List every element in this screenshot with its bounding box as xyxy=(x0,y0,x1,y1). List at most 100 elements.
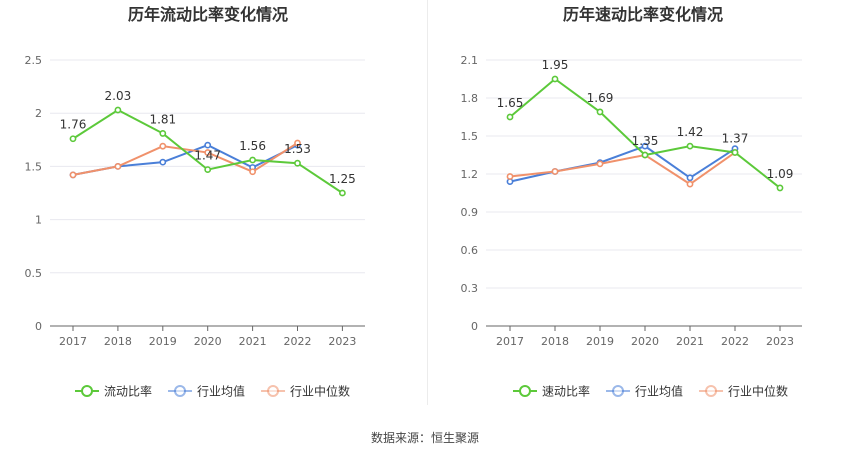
y-tick-label: 2 xyxy=(35,107,42,120)
data-point xyxy=(204,166,212,173)
data-point xyxy=(551,75,559,83)
x-tick-label: 2017 xyxy=(59,335,87,348)
data-point xyxy=(204,141,212,149)
x-tick-label: 2017 xyxy=(496,335,524,348)
data-point xyxy=(249,168,256,176)
data-label: 1.56 xyxy=(239,139,266,153)
y-tick-label: 0 xyxy=(35,320,42,333)
y-tick-label: 0 xyxy=(471,320,478,333)
data-label: 1.81 xyxy=(149,112,176,126)
y-tick-label: 0.6 xyxy=(461,244,479,257)
data-point xyxy=(69,171,77,179)
x-tick-label: 2021 xyxy=(239,335,267,348)
y-tick-label: 0.5 xyxy=(25,267,43,280)
chart-title: 历年速动比率变化情况 xyxy=(563,5,723,24)
data-point xyxy=(686,174,694,182)
data-point xyxy=(159,158,167,166)
data-point xyxy=(551,168,559,175)
series-2 xyxy=(506,142,739,185)
data-label: 1.37 xyxy=(722,131,749,145)
data-label: 1.69 xyxy=(587,91,614,105)
legend-label: 行业中位数 xyxy=(728,384,788,399)
data-source-note: 数据来源：恒生聚源 xyxy=(370,431,479,445)
legend-item: 流动比率 xyxy=(75,384,152,399)
data-point xyxy=(596,108,604,116)
legend-item: 行业中位数 xyxy=(261,384,350,399)
legend-label: 行业均值 xyxy=(635,384,683,399)
data-label: 1.35 xyxy=(632,134,659,148)
data-point xyxy=(69,135,77,143)
x-tick-label: 2022 xyxy=(721,335,749,348)
legend-swatch-marker xyxy=(612,385,625,397)
series-line xyxy=(72,142,299,176)
legend-swatch-marker xyxy=(519,385,531,397)
data-point xyxy=(159,130,167,137)
x-tick-label: 2020 xyxy=(194,335,222,348)
data-label: 1.47 xyxy=(194,149,221,163)
data-point xyxy=(641,151,649,159)
data-point xyxy=(506,113,514,121)
data-point xyxy=(776,184,784,192)
data-label: 1.65 xyxy=(497,96,524,110)
legend-label: 行业中位数 xyxy=(290,384,350,399)
series-1 xyxy=(506,75,784,192)
data-point xyxy=(596,160,604,168)
data-point xyxy=(114,106,122,114)
y-tick-label: 1 xyxy=(35,214,42,227)
panel-divider xyxy=(427,0,428,405)
data-point xyxy=(294,139,301,147)
legend-swatch-marker xyxy=(81,385,93,397)
x-tick-label: 2019 xyxy=(149,335,177,348)
data-label: 1.53 xyxy=(284,142,311,156)
legend-label: 速动比率 xyxy=(542,384,590,399)
x-tick-label: 2018 xyxy=(541,335,569,348)
y-tick-label: 0.9 xyxy=(461,206,479,219)
legend-label: 流动比率 xyxy=(104,384,152,399)
data-point xyxy=(641,142,649,150)
x-tick-label: 2023 xyxy=(766,335,794,348)
series-3 xyxy=(69,139,301,179)
data-point xyxy=(686,180,694,188)
legend-swatch-marker xyxy=(174,385,187,397)
legend-item: 行业均值 xyxy=(606,384,683,399)
chart-title: 历年流动比率变化情况 xyxy=(128,5,288,24)
data-point xyxy=(114,162,122,170)
data-point xyxy=(506,173,514,180)
data-point xyxy=(338,189,346,197)
legend-swatch-marker xyxy=(705,385,718,397)
y-tick-label: 2.5 xyxy=(25,54,43,67)
series-1 xyxy=(69,106,346,197)
data-label: 1.95 xyxy=(542,58,569,72)
data-label: 1.42 xyxy=(677,125,704,139)
x-tick-label: 2019 xyxy=(586,335,614,348)
chart-panel-1: 历年流动比率变化情况 0 0.5 1 1.5 2 2.5 2017 2018 2019 2020 20… xyxy=(25,5,365,399)
data-point xyxy=(159,142,167,150)
data-point xyxy=(686,142,694,150)
y-tick-label: 2.1 xyxy=(461,54,479,67)
data-point xyxy=(204,149,212,156)
legend-label: 行业均值 xyxy=(197,384,245,399)
y-tick-label: 1.5 xyxy=(25,160,43,173)
data-label: 1.76 xyxy=(60,118,87,132)
data-label: 2.03 xyxy=(105,89,132,103)
data-point xyxy=(294,159,301,167)
x-tick-label: 2021 xyxy=(676,335,704,348)
y-tick-label: 1.2 xyxy=(461,168,479,181)
legend-item: 行业均值 xyxy=(168,384,245,399)
x-tick-label: 2018 xyxy=(104,335,132,348)
data-point xyxy=(249,156,256,164)
data-label: 1.25 xyxy=(329,172,356,186)
x-tick-label: 2020 xyxy=(631,335,659,348)
chart-panel-2: 历年速动比率变化情况 0 0.3 0.6 0.9 1.2 1.5 1.8 2.1 2017 2018… xyxy=(461,5,802,399)
x-tick-label: 2023 xyxy=(328,335,356,348)
x-tick-label: 2022 xyxy=(284,335,312,348)
legend-item: 行业中位数 xyxy=(699,384,788,399)
y-tick-label: 1.5 xyxy=(461,130,479,143)
y-tick-label: 1.8 xyxy=(461,92,479,105)
legend-item: 速动比率 xyxy=(513,384,590,399)
legend-swatch-marker xyxy=(267,385,280,397)
data-label: 1.09 xyxy=(767,167,794,181)
data-point xyxy=(731,149,739,156)
series-line xyxy=(509,151,736,186)
